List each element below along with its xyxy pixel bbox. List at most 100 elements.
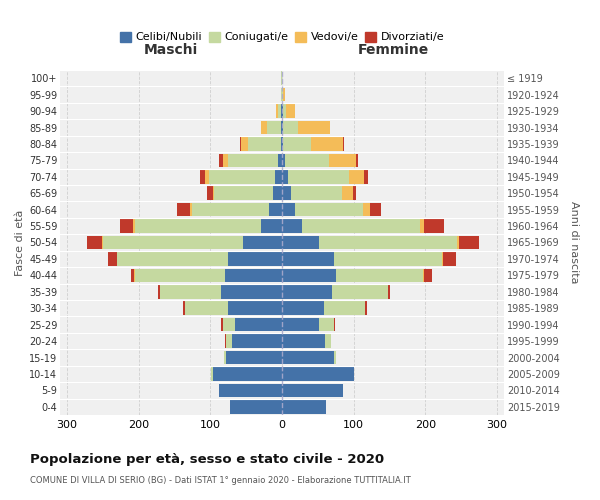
Bar	[240, 137, 241, 150]
Bar	[349, 170, 364, 183]
Bar	[282, 400, 326, 413]
Bar	[288, 170, 349, 183]
Bar	[158, 285, 160, 298]
Bar	[283, 104, 286, 118]
Bar	[160, 285, 221, 298]
Bar	[334, 252, 442, 266]
Bar	[260, 220, 282, 233]
Bar	[281, 88, 282, 102]
Bar	[332, 285, 388, 298]
Bar	[101, 236, 103, 249]
Bar	[228, 252, 282, 266]
Bar	[282, 220, 302, 233]
Bar	[356, 154, 358, 167]
Bar	[207, 186, 212, 200]
Bar	[275, 170, 282, 183]
Bar	[282, 236, 319, 249]
Bar	[185, 302, 228, 315]
Bar	[248, 137, 281, 150]
Bar	[134, 268, 135, 282]
Bar	[269, 203, 282, 216]
Bar	[211, 367, 212, 380]
Bar	[221, 318, 223, 332]
Bar	[183, 302, 185, 315]
Bar	[117, 252, 228, 266]
Bar	[281, 104, 282, 118]
Bar	[282, 88, 283, 102]
Bar	[424, 268, 433, 282]
Bar	[212, 186, 214, 200]
Bar	[282, 384, 343, 397]
Bar	[282, 268, 336, 282]
Bar	[319, 318, 334, 332]
Bar	[190, 203, 192, 216]
Bar	[457, 236, 459, 249]
Bar	[116, 252, 117, 266]
Bar	[281, 72, 282, 85]
Bar	[281, 121, 282, 134]
Bar	[353, 186, 356, 200]
Bar	[133, 220, 135, 233]
Bar	[214, 186, 272, 200]
Bar	[281, 137, 282, 150]
Bar	[323, 302, 365, 315]
Bar	[365, 302, 367, 315]
Y-axis label: Fasce di età: Fasce di età	[14, 210, 25, 276]
Text: COMUNE DI VILLA DI SERIO (BG) - Dati ISTAT 1° gennaio 2020 - Elaborazione TUTTIT: COMUNE DI VILLA DI SERIO (BG) - Dati IST…	[30, 476, 411, 485]
Bar	[282, 318, 319, 332]
Bar	[283, 88, 285, 102]
Bar	[424, 220, 444, 233]
Bar	[200, 170, 205, 183]
Bar	[283, 121, 298, 134]
Y-axis label: Anni di nascita: Anni di nascita	[569, 201, 579, 284]
Legend: Celibi/Nubili, Coniugati/e, Vedovi/e, Divorziati/e: Celibi/Nubili, Coniugati/e, Vedovi/e, Di…	[115, 28, 449, 47]
Bar	[276, 104, 278, 118]
Bar	[290, 186, 342, 200]
Bar	[212, 367, 282, 380]
Bar	[135, 220, 260, 233]
Bar	[311, 137, 343, 150]
Bar	[443, 252, 456, 266]
Bar	[459, 236, 479, 249]
Bar	[334, 351, 336, 364]
Bar	[295, 203, 363, 216]
Bar	[336, 268, 423, 282]
Bar	[286, 104, 295, 118]
Bar	[282, 252, 334, 266]
Bar	[282, 302, 323, 315]
Bar	[388, 285, 390, 298]
Bar	[298, 121, 330, 134]
Text: Maschi: Maschi	[144, 43, 198, 57]
Bar	[135, 268, 225, 282]
Bar	[370, 203, 381, 216]
Bar	[329, 154, 356, 167]
Bar	[120, 220, 133, 233]
Bar	[282, 137, 283, 150]
Bar	[209, 170, 275, 183]
Bar	[192, 203, 269, 216]
Text: Femmine: Femmine	[358, 43, 428, 57]
Bar	[442, 252, 443, 266]
Bar	[282, 285, 332, 298]
Bar	[325, 334, 331, 348]
Bar	[283, 137, 311, 150]
Bar	[278, 154, 282, 167]
Bar	[103, 236, 242, 249]
Bar	[302, 220, 420, 233]
Bar	[282, 334, 325, 348]
Bar	[282, 186, 290, 200]
Bar	[282, 203, 295, 216]
Bar	[178, 203, 190, 216]
Bar	[228, 302, 282, 315]
Bar	[420, 220, 424, 233]
Bar	[282, 367, 353, 380]
Bar	[226, 334, 232, 348]
Bar	[261, 121, 267, 134]
Bar	[364, 170, 368, 183]
Bar	[232, 334, 282, 348]
Bar	[319, 236, 457, 249]
Bar	[242, 236, 282, 249]
Bar	[278, 104, 281, 118]
Bar	[267, 121, 281, 134]
Bar	[282, 104, 283, 118]
